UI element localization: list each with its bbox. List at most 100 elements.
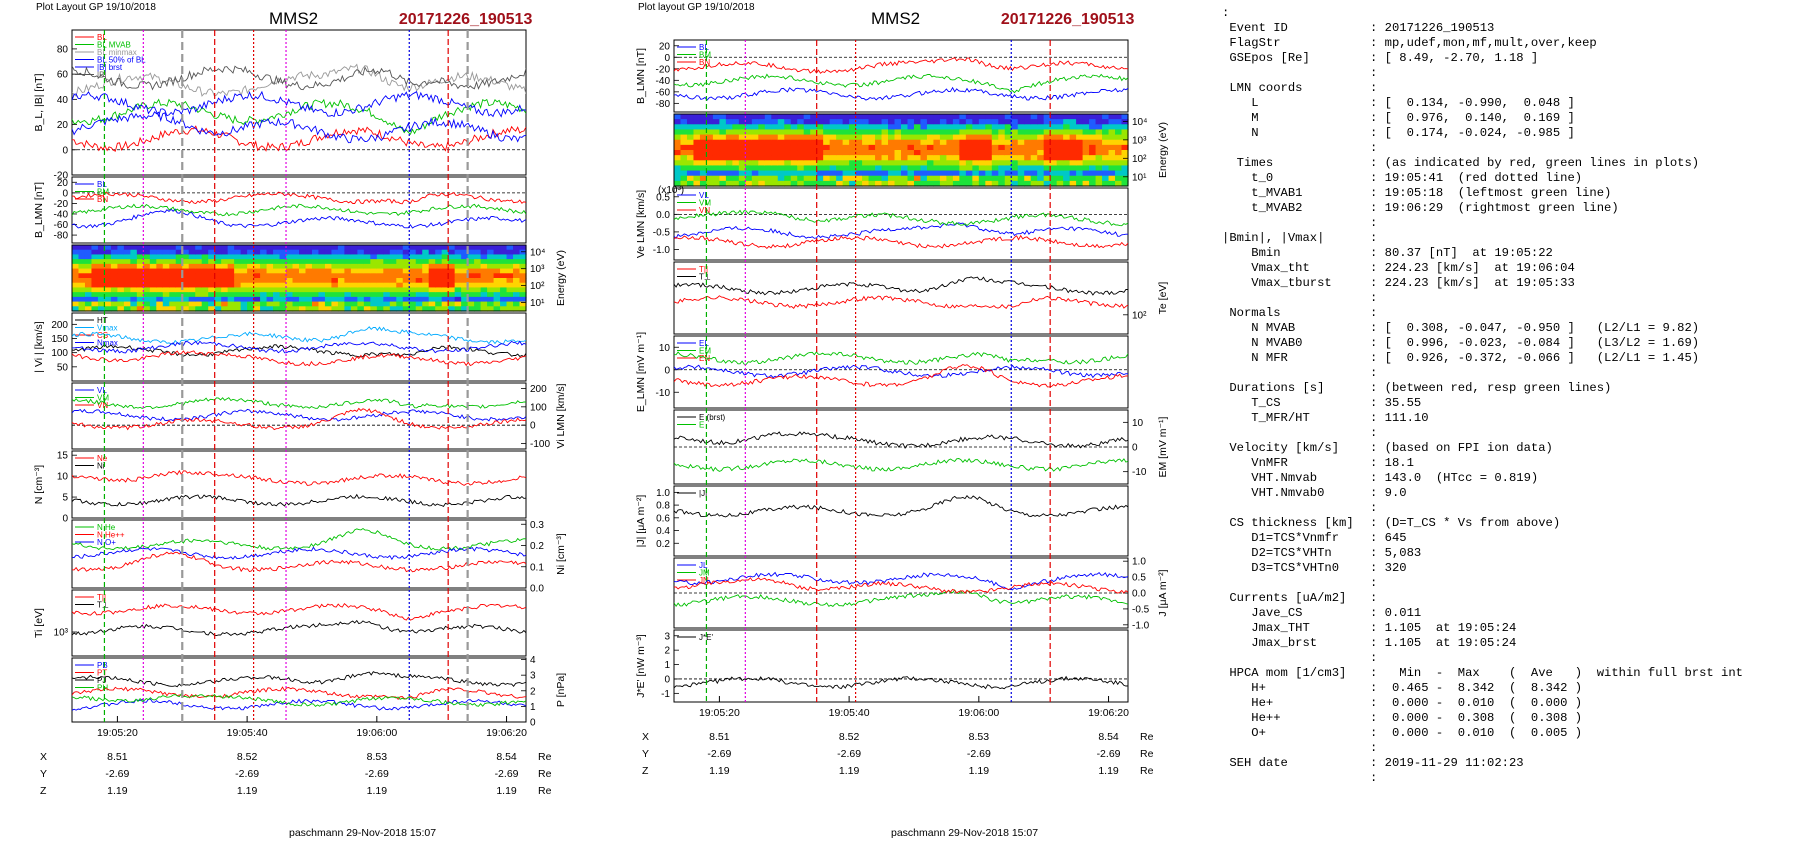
series-line [674, 57, 1128, 74]
spectrogram-cell [1095, 155, 1103, 161]
spectrogram-cell [952, 124, 960, 131]
series-line [72, 527, 526, 551]
spectrogram-cell [1069, 180, 1077, 187]
info-row: : [1222, 651, 1800, 666]
spectrogram-cell [506, 287, 514, 293]
spectrogram-cell [674, 144, 682, 151]
spectrogram-cell [487, 273, 495, 279]
spectrogram-cell [136, 278, 144, 284]
spectrogram-cell [305, 306, 313, 312]
spectrogram-cell [273, 301, 281, 307]
info-key: Normals [1222, 306, 1281, 320]
spectrogram-cell [350, 296, 358, 303]
y-tick-label: 0 [664, 674, 670, 685]
coord-value: 1.19 [839, 765, 860, 777]
y-tick-label: 0.2 [530, 541, 544, 552]
spectrogram-cell [72, 287, 80, 293]
spectrogram-cell [706, 139, 714, 146]
spectrogram-cell [751, 114, 759, 120]
spectrogram-cell [350, 254, 358, 260]
spectrogram-cell [855, 139, 863, 146]
spectrogram-cell [201, 306, 209, 312]
spectrogram-cell [376, 259, 384, 265]
spectrogram-cell [972, 170, 980, 177]
spectrogram-cell [913, 180, 922, 187]
info-key: |Bmin|, |Vmax| [1222, 231, 1325, 245]
y-axis-label: B_LMN [nT] [33, 182, 45, 238]
spectrogram-cell [712, 180, 720, 187]
spectrogram-cell [162, 259, 170, 265]
spectrogram-cell [513, 273, 521, 279]
spectrogram-cell [376, 249, 384, 256]
spectrogram-cell [123, 254, 131, 260]
info-value: : (based on FPI ion data) [1370, 441, 1553, 455]
spectrogram-cell [952, 129, 960, 136]
spectrogram-cell [706, 175, 714, 182]
info-row: VHT.Nmvab: 143.0 (HTcc = 0.819) [1222, 471, 1800, 486]
spectrogram-cell [402, 259, 410, 265]
spectrogram-cell [169, 292, 177, 298]
spectrogram-cell [175, 301, 183, 307]
y-tick-label: 0.0 [656, 210, 670, 221]
spectrogram-cell [162, 273, 170, 279]
info-key: Vmax_tburst [1222, 276, 1332, 290]
spectrogram-cell [467, 296, 475, 303]
spectrogram-cell [972, 119, 980, 125]
spectrogram-cell [357, 259, 365, 265]
spectrogram-cell [467, 301, 475, 307]
spectrogram-cell [227, 287, 235, 293]
spectrogram-cell [311, 296, 320, 303]
spectrogram-cell [91, 306, 99, 312]
spectrogram-cell [719, 160, 727, 167]
spectrogram-cell [1102, 144, 1110, 151]
spectrogram-cell [784, 144, 792, 151]
spectrogram-cell [686, 180, 695, 187]
y-tick-label: 0.3 [530, 520, 544, 531]
info-row: LMN coords: [1222, 81, 1800, 96]
spectrogram-cell [680, 165, 688, 172]
spectrogram-cell [868, 180, 876, 187]
spectrogram-cell [311, 263, 320, 270]
spectrogram-cell [894, 170, 902, 177]
spectrogram-cell [1004, 165, 1012, 172]
spectrogram-cell [188, 273, 196, 279]
legend-entry: VM [97, 394, 109, 403]
spectrogram-cell [428, 249, 436, 256]
spectrogram-cell [1030, 180, 1038, 187]
spectrogram-cell [907, 119, 915, 125]
spectrogram-cell [143, 301, 151, 307]
spectrogram-cell [279, 259, 287, 265]
spectrogram-cell [680, 175, 688, 182]
spectrogram-cell [738, 175, 746, 182]
spectrogram-cell [513, 301, 521, 307]
y-tick-label: 10³ [530, 264, 545, 275]
spectrogram-cell [240, 287, 248, 293]
info-row: N MVAB: [ 0.308, -0.047, -0.950 ] (L2/L1… [1222, 321, 1800, 336]
spectrogram-cell [487, 292, 495, 298]
spectrogram-cell [1089, 139, 1097, 146]
info-key: LMN coords [1222, 81, 1303, 95]
info-row: O+: 0.000 - 0.010 ( 0.005 ) [1222, 726, 1800, 741]
spectrogram-cell [72, 278, 80, 284]
spectrogram-cell [260, 259, 268, 265]
spectrogram-cell [188, 301, 196, 307]
spectrogram-cell [991, 175, 999, 182]
spectrogram-cell [1043, 175, 1051, 182]
spectrogram-cell [1030, 144, 1038, 151]
spectrogram-cell [1024, 114, 1032, 120]
series-line [72, 603, 526, 621]
spectrogram-cell [454, 301, 462, 307]
spectrogram-cell [519, 254, 527, 260]
spectrogram-cell [117, 254, 125, 260]
spectrogram-cell [1076, 139, 1084, 146]
spectrogram-cell [201, 282, 209, 289]
y-axis-label: Vi LMN [km/s] [555, 383, 567, 448]
spectrogram-cell [1043, 144, 1051, 151]
spectrogram-cell [862, 129, 870, 136]
y-tick-label: 0 [62, 145, 68, 156]
spectrogram-cell [506, 296, 514, 303]
spectrogram-cell [784, 175, 792, 182]
spectrogram-cell [91, 249, 99, 256]
spectrogram-cell [991, 160, 999, 167]
spectrogram-cell [422, 259, 430, 265]
